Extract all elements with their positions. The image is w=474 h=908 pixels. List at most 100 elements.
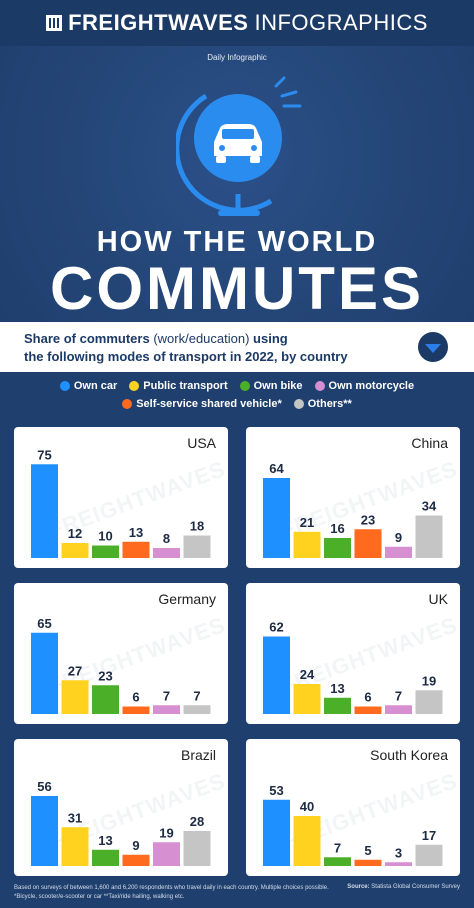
bar-value-label: 75: [37, 447, 51, 462]
bar: [153, 705, 180, 714]
bar-value-label: 17: [422, 828, 436, 843]
bar-value-label: 34: [422, 499, 437, 514]
bar-value-label: 10: [98, 529, 112, 544]
bar: [31, 796, 58, 866]
bar-value-label: 62: [269, 620, 283, 635]
bar-value-label: 16: [330, 521, 344, 536]
bar-value-label: 7: [163, 688, 170, 703]
bar: [385, 705, 412, 714]
legend-swatch: [122, 399, 133, 409]
bar: [415, 690, 443, 714]
bar: [324, 538, 351, 558]
bar-chart: 56 31 13 9 19 28: [31, 779, 211, 866]
legend-item: Public transport: [129, 380, 228, 392]
hero-section: Daily Infographic HOW THE WORLD COMMUTES: [0, 46, 474, 322]
country-label: Brazil: [180, 747, 216, 763]
bar-value-label: 5: [364, 843, 371, 858]
bar: [31, 464, 58, 558]
bar-chart: 62 24 13 6 7 19: [263, 620, 443, 714]
bar: [385, 546, 412, 558]
legend: Own car Public transport Own bike Own mo…: [0, 380, 474, 416]
bar-chart: 65 27 23 6 7 7: [31, 616, 211, 714]
subtitle-part-2: (work/education): [153, 331, 250, 346]
legend-label: Self-service shared vehicle*: [136, 398, 282, 410]
subtitle-text: Share of commuters (work/education) usin…: [24, 330, 404, 366]
footer: Based on surveys of between 1,600 and 6,…: [0, 880, 474, 908]
bar-value-label: 65: [37, 616, 51, 631]
legend-item: Own bike: [239, 380, 303, 392]
footnotes: Based on surveys of between 1,600 and 6,…: [14, 884, 344, 902]
chevron-down-icon: [418, 332, 448, 362]
bar: [293, 531, 321, 558]
legend-item: Others**: [293, 398, 352, 410]
legend-label: Own bike: [253, 380, 303, 392]
bar-value-label: 19: [422, 673, 436, 688]
bar-value-label: 9: [132, 838, 139, 853]
legend-row-2: Self-service shared vehicle* Others**: [0, 398, 474, 410]
bar-value-label: 31: [68, 810, 82, 825]
bar-value-label: 53: [269, 783, 283, 798]
bar-value-label: 7: [193, 688, 200, 703]
bar: [354, 529, 382, 558]
bar: [153, 842, 180, 866]
bar-value-label: 6: [364, 690, 371, 705]
bar-value-label: 8: [163, 531, 170, 546]
source-note: Source: Statista Global Consumer Survey: [347, 884, 460, 890]
bar-chart: 64 21 16 23 9 34: [263, 461, 443, 558]
legend-label: Others**: [307, 398, 352, 410]
legend-item: Own motorcycle: [314, 380, 414, 392]
bar-value-label: 7: [334, 840, 341, 855]
bar-value-label: 6: [132, 690, 139, 705]
subtitle-line-2: the following modes of transport in 2022…: [24, 349, 348, 364]
footnote-1: Based on surveys of between 1,600 and 6,…: [14, 885, 329, 891]
bar-value-label: 13: [330, 681, 344, 696]
bar-value-label: 27: [68, 663, 82, 678]
bar: [183, 705, 211, 714]
bar: [122, 541, 150, 558]
bar: [31, 632, 58, 714]
footnote-2: *Bicycle, scooter/e-scooter or car **Tax…: [14, 894, 185, 900]
bar-value-label: 13: [129, 525, 143, 540]
bar-chart: 75 12 10 13 8 18: [31, 447, 211, 558]
subtitle-part-3: using: [249, 331, 288, 346]
bar-value-label: 18: [190, 519, 204, 534]
chart-panel-usa: FREIGHTWAVES USA 75 12 10 13 8 18: [14, 427, 228, 568]
bar: [385, 862, 412, 866]
bar: [263, 478, 290, 558]
bar: [183, 831, 211, 866]
country-label: China: [411, 435, 448, 451]
bar: [293, 684, 321, 714]
bar: [354, 859, 382, 866]
legend-label: Public transport: [143, 380, 228, 392]
legend-swatch: [239, 381, 250, 391]
title-line-1: HOW THE WORLD: [96, 226, 378, 258]
bar: [153, 548, 180, 558]
bar-value-label: 28: [190, 814, 204, 829]
bar: [324, 857, 351, 866]
title-line-2: COMMUTES: [50, 255, 424, 322]
bar-value-label: 3: [395, 845, 402, 860]
source-text: Statista Global Consumer Survey: [369, 884, 460, 890]
country-label: South Korea: [370, 747, 448, 763]
legend-swatch: [314, 381, 325, 391]
bar: [92, 685, 119, 714]
bar-value-label: 23: [361, 512, 375, 527]
legend-item: Self-service shared vehicle*: [122, 398, 282, 410]
bar: [92, 545, 119, 558]
bar-value-label: 21: [300, 515, 314, 530]
bar: [183, 535, 211, 558]
bar: [415, 515, 443, 558]
bar: [263, 799, 290, 866]
bar-value-label: 24: [300, 667, 315, 682]
country-label: USA: [187, 435, 216, 451]
bar: [92, 849, 119, 866]
bar: [122, 706, 150, 714]
bar-value-label: 9: [395, 530, 402, 545]
brand-subtitle: INFOGRAPHICS: [254, 10, 428, 35]
bar: [61, 543, 89, 558]
country-label: Germany: [158, 591, 216, 607]
freightwaves-logo-icon: [46, 15, 63, 31]
bar: [61, 827, 89, 866]
bar-value-label: 40: [300, 799, 314, 814]
kicker-text: Daily Infographic: [207, 53, 267, 62]
